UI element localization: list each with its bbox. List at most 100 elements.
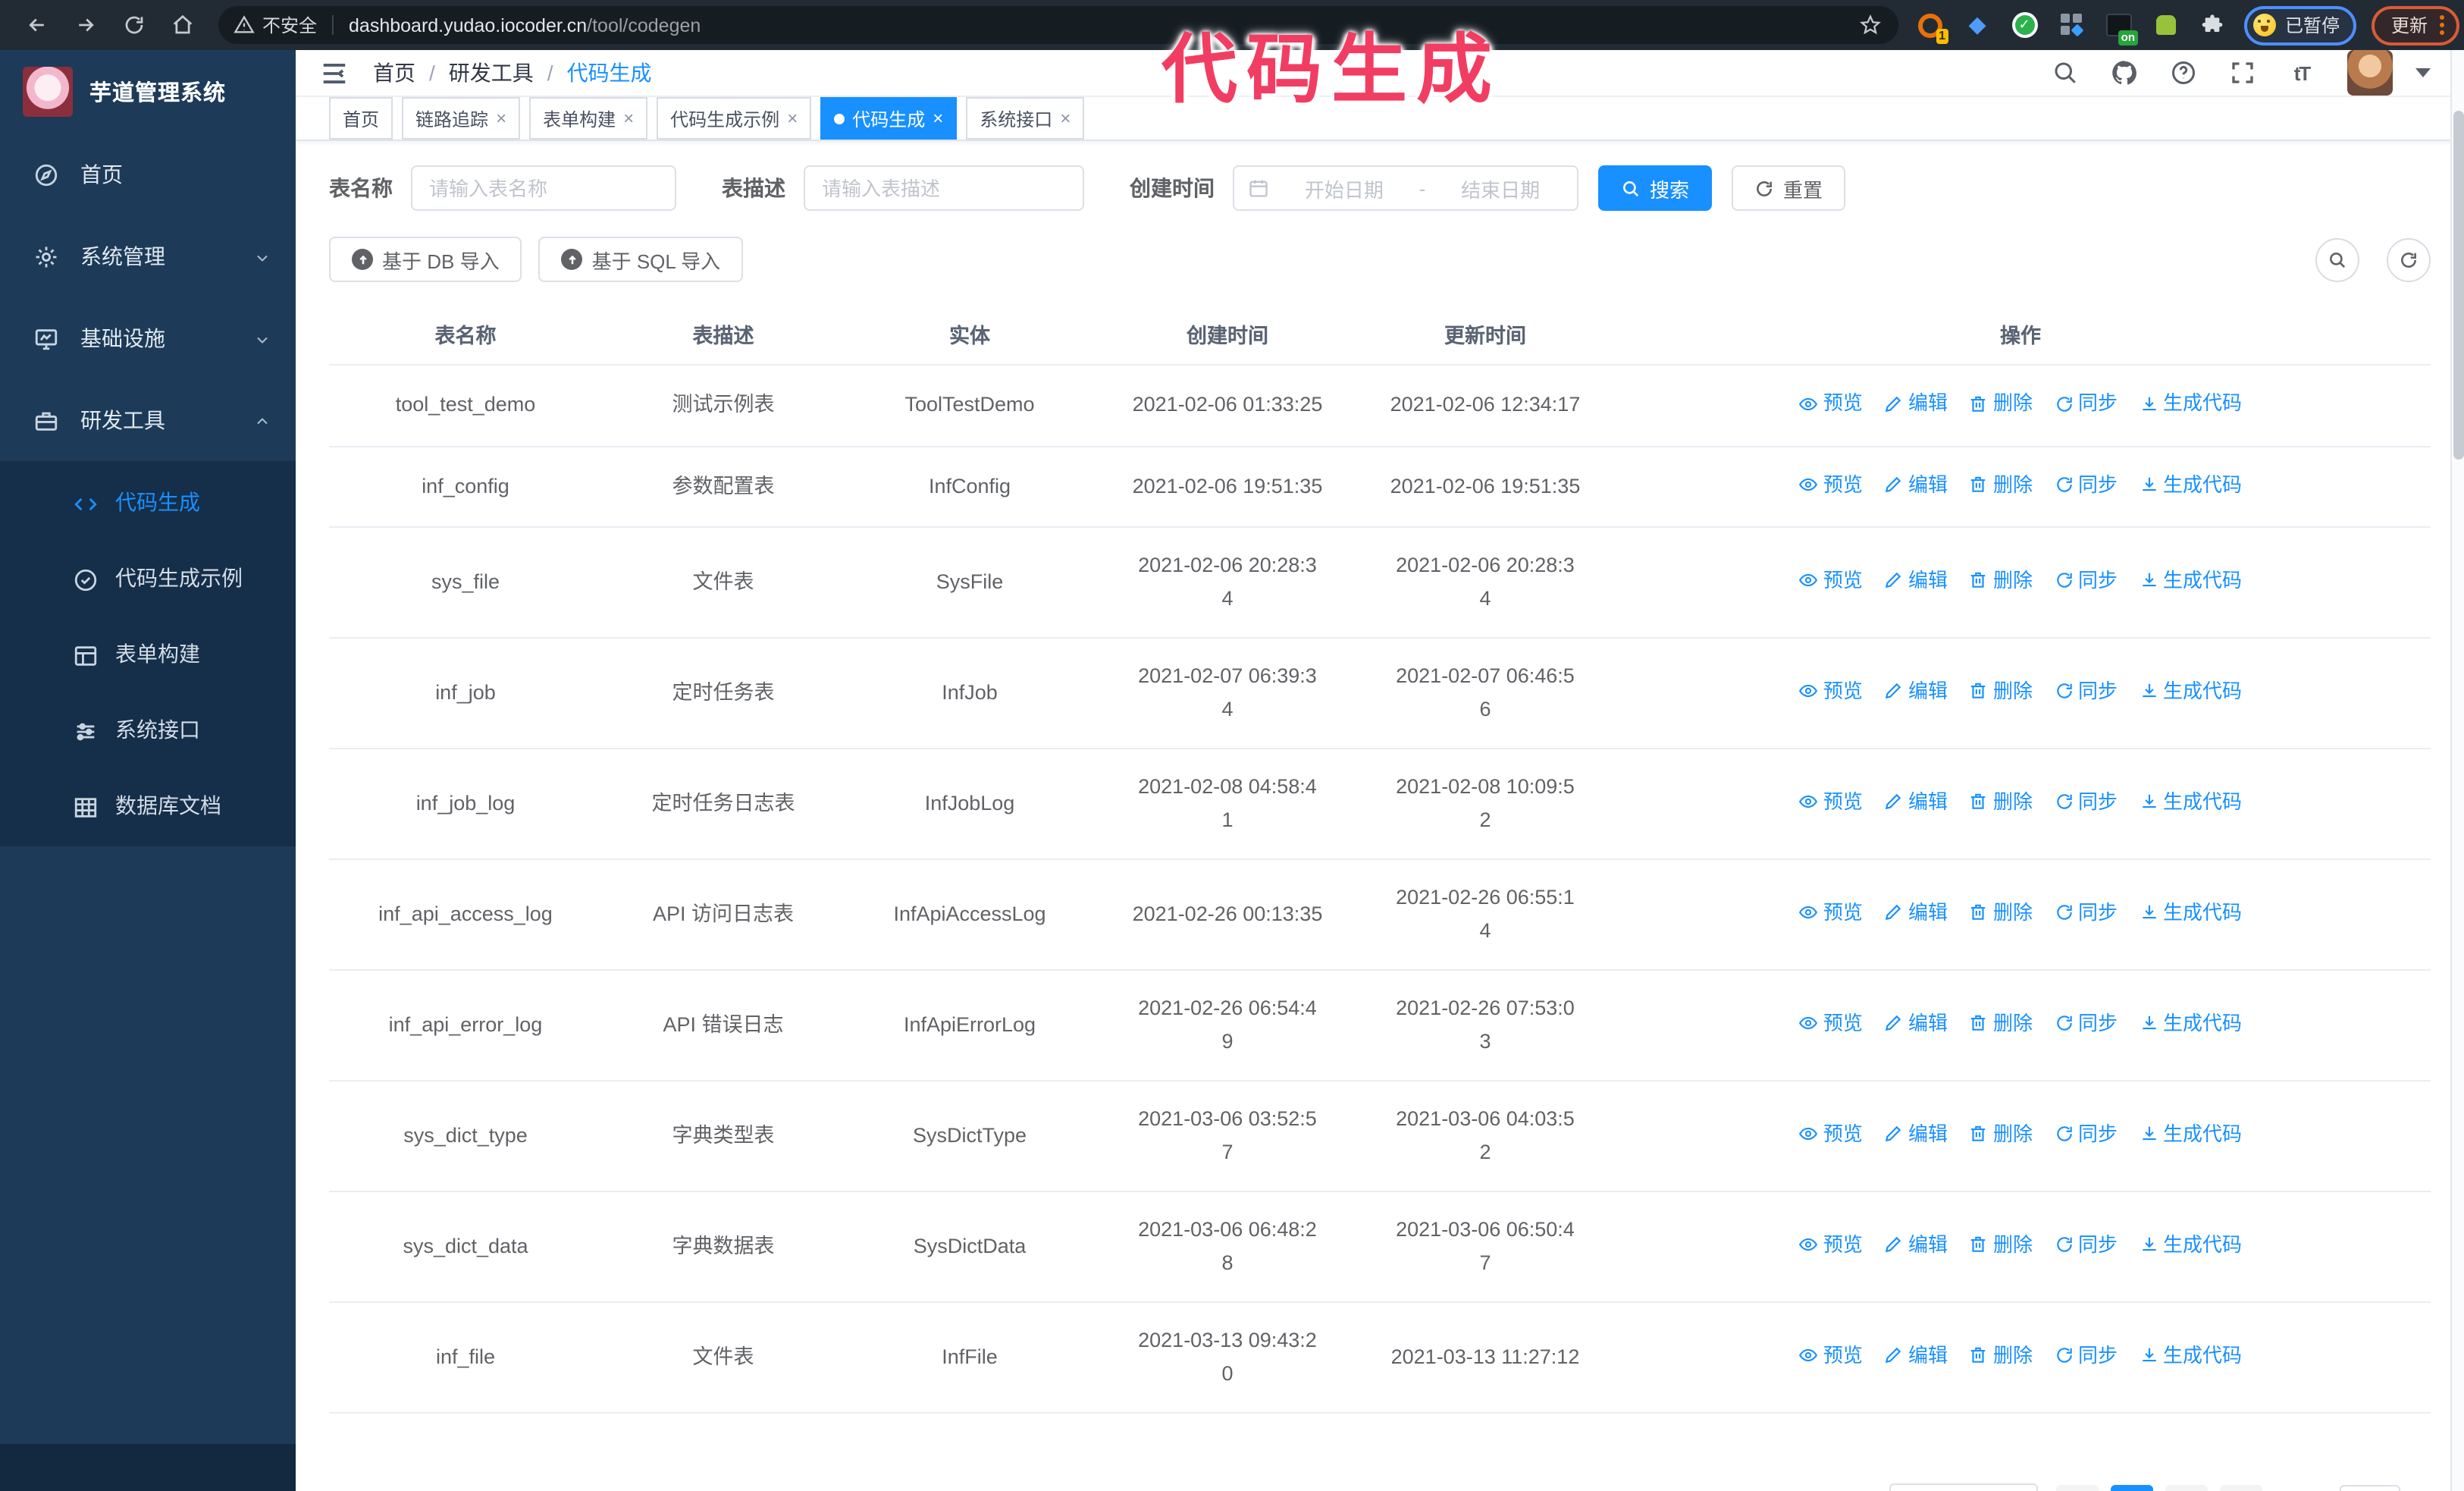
action-生成代码-link[interactable]: 生成代码 <box>2139 564 2242 598</box>
extension-icon-green[interactable] <box>2152 11 2179 39</box>
action-预览-link[interactable]: 预览 <box>1799 468 1863 501</box>
tab-代码生成示例[interactable]: 代码生成示例 × <box>657 97 812 140</box>
address-bar[interactable]: 不安全 dashboard.yudao.iocoder.cn/tool/code… <box>218 6 1898 44</box>
action-同步-link[interactable]: 同步 <box>2054 1118 2118 1151</box>
extensions-puzzle-icon[interactable] <box>2199 11 2226 39</box>
close-icon[interactable]: × <box>496 108 507 129</box>
action-删除-link[interactable]: 删除 <box>1969 675 2033 708</box>
prev-page-button[interactable] <box>2055 1485 2099 1491</box>
sidebar-item-系统管理[interactable]: 系统管理 <box>0 215 296 297</box>
browser-menu-icon[interactable] <box>2440 15 2445 35</box>
sidebar-subitem-表单构建[interactable]: 表单构建 <box>0 616 296 692</box>
breadcrumb-item[interactable]: 研发工具 <box>448 61 534 85</box>
action-同步-link[interactable]: 同步 <box>2054 1007 2118 1041</box>
github-icon[interactable] <box>2111 59 2138 86</box>
sidebar-subitem-代码生成[interactable]: 代码生成 <box>0 464 296 540</box>
chrome-update-button[interactable]: 更新 <box>2372 5 2460 45</box>
tab-表单构建[interactable]: 表单构建 × <box>529 97 648 140</box>
action-生成代码-link[interactable]: 生成代码 <box>2139 1118 2242 1151</box>
action-预览-link[interactable]: 预览 <box>1799 675 1863 708</box>
action-同步-link[interactable]: 同步 <box>2054 468 2118 501</box>
action-编辑-link[interactable]: 编辑 <box>1884 468 1948 501</box>
close-icon[interactable]: × <box>787 108 798 129</box>
action-编辑-link[interactable]: 编辑 <box>1884 1339 1948 1373</box>
security-label[interactable]: 不安全 <box>262 15 318 36</box>
import-sql-button[interactable]: 基于 SQL 导入 <box>538 237 744 282</box>
home-icon[interactable] <box>168 11 196 39</box>
action-删除-link[interactable]: 删除 <box>1969 786 2033 819</box>
search-button[interactable]: 搜索 <box>1598 165 1713 211</box>
date-range-input[interactable]: 开始日期 - 结束日期 <box>1233 165 1578 211</box>
next-page-button[interactable] <box>2219 1485 2262 1491</box>
extension-icon-gem[interactable]: ◆ <box>1968 12 1986 38</box>
close-icon[interactable]: × <box>623 108 635 129</box>
action-编辑-link[interactable]: 编辑 <box>1884 786 1948 819</box>
action-删除-link[interactable]: 删除 <box>1969 1118 2033 1151</box>
paused-extension-badge[interactable]: 已暂停 <box>2244 5 2357 45</box>
action-编辑-link[interactable]: 编辑 <box>1884 675 1948 708</box>
action-编辑-link[interactable]: 编辑 <box>1884 564 1948 598</box>
avatar[interactable] <box>2347 50 2393 96</box>
action-编辑-link[interactable]: 编辑 <box>1884 1229 1948 1262</box>
chevron-down-icon[interactable] <box>2415 68 2431 77</box>
action-生成代码-link[interactable]: 生成代码 <box>2139 387 2242 420</box>
action-生成代码-link[interactable]: 生成代码 <box>2139 1229 2242 1262</box>
extension-icon-orange[interactable]: 1 <box>1917 11 1948 43</box>
action-同步-link[interactable]: 同步 <box>2054 675 2118 708</box>
action-预览-link[interactable]: 预览 <box>1799 387 1863 420</box>
forward-icon[interactable] <box>71 11 99 39</box>
reset-button[interactable]: 重置 <box>1732 165 1846 211</box>
fullscreen-icon[interactable] <box>2229 59 2256 86</box>
sidebar-item-基础设施[interactable]: 基础设施 <box>0 297 296 379</box>
sidebar-subitem-数据库文档[interactable]: 数据库文档 <box>0 767 296 843</box>
reload-icon[interactable] <box>120 11 147 39</box>
action-生成代码-link[interactable]: 生成代码 <box>2139 786 2242 819</box>
action-生成代码-link[interactable]: 生成代码 <box>2139 675 2242 708</box>
extension-icon-check[interactable]: ✓ <box>2011 11 2038 39</box>
back-icon[interactable] <box>23 11 50 39</box>
action-删除-link[interactable]: 删除 <box>1969 468 2033 501</box>
tab-首页[interactable]: 首页 <box>329 97 393 140</box>
action-生成代码-link[interactable]: 生成代码 <box>2139 468 2242 501</box>
table-name-input[interactable] <box>411 165 676 211</box>
action-预览-link[interactable]: 预览 <box>1799 1118 1863 1151</box>
url-path[interactable]: /tool/codegen <box>587 14 701 36</box>
page-size-select[interactable]: 10条/页 <box>1889 1483 2038 1491</box>
action-删除-link[interactable]: 删除 <box>1969 1007 2033 1041</box>
action-删除-link[interactable]: 删除 <box>1969 387 2033 420</box>
action-预览-link[interactable]: 预览 <box>1799 786 1863 819</box>
refresh-table-button[interactable] <box>2387 237 2431 281</box>
import-db-button[interactable]: 基于 DB 导入 <box>329 237 522 282</box>
toggle-search-button[interactable] <box>2315 237 2359 281</box>
action-预览-link[interactable]: 预览 <box>1799 1229 1863 1262</box>
close-icon[interactable]: × <box>1060 108 1071 129</box>
tab-链路追踪[interactable]: 链路追踪 × <box>402 97 521 140</box>
search-icon[interactable] <box>2052 59 2079 86</box>
font-size-icon[interactable]: tT <box>2293 61 2312 84</box>
page-button-2[interactable]: 2 <box>2165 1485 2208 1491</box>
page-button-1[interactable]: 1 <box>2110 1485 2153 1491</box>
action-编辑-link[interactable]: 编辑 <box>1884 896 1948 930</box>
url-host[interactable]: dashboard.yudao.iocoder.cn <box>349 14 588 36</box>
action-生成代码-link[interactable]: 生成代码 <box>2139 1007 2242 1041</box>
action-编辑-link[interactable]: 编辑 <box>1884 1007 1948 1041</box>
action-预览-link[interactable]: 预览 <box>1799 896 1863 930</box>
tab-系统接口[interactable]: 系统接口 × <box>966 97 1085 140</box>
action-删除-link[interactable]: 删除 <box>1969 1339 2033 1373</box>
action-编辑-link[interactable]: 编辑 <box>1884 1118 1948 1151</box>
scrollbar[interactable] <box>2450 50 2464 1491</box>
close-icon[interactable]: × <box>933 108 944 129</box>
action-同步-link[interactable]: 同步 <box>2054 387 2118 420</box>
bookmark-star-icon[interactable] <box>1856 11 1883 39</box>
action-同步-link[interactable]: 同步 <box>2054 786 2118 819</box>
action-同步-link[interactable]: 同步 <box>2054 1229 2118 1262</box>
help-icon[interactable] <box>2170 59 2197 86</box>
action-生成代码-link[interactable]: 生成代码 <box>2139 896 2242 930</box>
goto-page-input[interactable] <box>2339 1485 2400 1491</box>
tab-代码生成[interactable]: 代码生成 × <box>820 97 958 140</box>
table-desc-input[interactable] <box>804 165 1084 211</box>
action-删除-link[interactable]: 删除 <box>1969 1229 2033 1262</box>
sidebar-subitem-系统接口[interactable]: 系统接口 <box>0 692 296 767</box>
action-编辑-link[interactable]: 编辑 <box>1884 387 1948 420</box>
extension-icon-grid[interactable] <box>2058 11 2085 39</box>
